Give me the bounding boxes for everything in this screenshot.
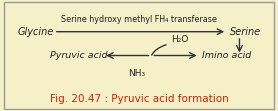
Text: Imino acid: Imino acid [202,51,252,60]
Text: Pyruvic acid: Pyruvic acid [50,51,107,60]
FancyBboxPatch shape [4,2,274,109]
Text: Glycine: Glycine [18,27,54,37]
Text: Serine: Serine [230,27,261,37]
Text: H₂O: H₂O [171,35,188,44]
Text: Serine hydroxy methyl FH₄ transferase: Serine hydroxy methyl FH₄ transferase [61,15,217,24]
Text: Fig. 20.47 : Pyruvic acid formation: Fig. 20.47 : Pyruvic acid formation [50,94,228,104]
Text: NH₃: NH₃ [128,69,145,78]
